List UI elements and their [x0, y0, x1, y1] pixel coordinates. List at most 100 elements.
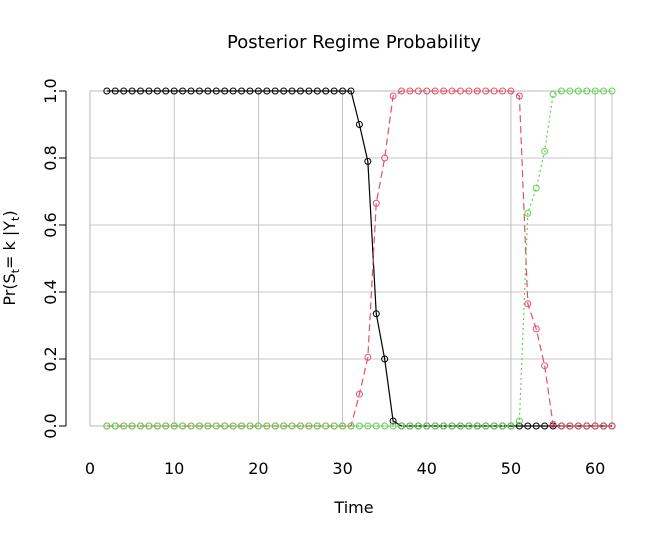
series-3-point	[515, 417, 523, 425]
y-tick-label: 0.2	[41, 346, 60, 371]
series-2-point	[456, 87, 464, 95]
series-2-point	[389, 92, 397, 100]
series-2-point	[591, 422, 599, 430]
series-3-point	[313, 422, 321, 430]
series-3-point	[490, 422, 498, 430]
series-1-point	[103, 87, 111, 95]
y-tick-label: 1.0	[41, 78, 60, 103]
series-1-point	[162, 87, 170, 95]
series-1-point	[221, 87, 229, 95]
x-tick-label: 60	[585, 459, 605, 478]
x-tick-label: 50	[501, 459, 521, 478]
series-3-point	[398, 422, 406, 430]
series-1-point	[541, 422, 549, 430]
series-3-point	[339, 422, 347, 430]
y-axis-label-sub2: t	[9, 216, 22, 221]
series-3-point	[195, 422, 203, 430]
series-1-point	[355, 121, 363, 128]
series-1-point	[238, 87, 246, 95]
series-1-point	[364, 157, 372, 165]
series-3-point	[532, 184, 540, 192]
grid	[89, 90, 613, 427]
series-3-point	[608, 87, 616, 95]
x-tick-label: 30	[332, 459, 352, 478]
series-1-point	[120, 87, 128, 95]
series-2-point	[473, 87, 481, 95]
series-3-point	[482, 422, 490, 430]
series-2-point	[398, 87, 406, 95]
series-2-point	[423, 87, 431, 95]
plot-frame	[89, 90, 613, 427]
series-2-point	[499, 87, 507, 95]
series-1-point	[288, 87, 296, 95]
series-1-line	[106, 90, 612, 427]
series-2-point	[541, 362, 549, 370]
series-3-point	[372, 422, 380, 430]
series-3-point	[330, 422, 338, 430]
series-3-point	[153, 422, 161, 430]
series-3-point	[557, 87, 565, 95]
series-2-point	[381, 154, 389, 162]
series-1-point	[195, 87, 203, 95]
series-2-point	[515, 92, 523, 100]
series-3-point	[473, 422, 481, 430]
series-3-point	[254, 422, 262, 430]
series-2-point	[532, 325, 540, 333]
series-1-point	[347, 87, 355, 95]
series-3-point	[456, 422, 464, 430]
series-3-point	[381, 422, 389, 430]
x-axis: 0 10 20 30 40 50 60	[85, 459, 605, 478]
series-3-point	[499, 422, 507, 430]
series-3-point	[431, 422, 439, 430]
series-2-line	[106, 90, 612, 427]
series-3-point	[221, 422, 229, 430]
series-1-point	[389, 417, 397, 425]
series-1-point	[254, 87, 262, 95]
series-1-point	[179, 87, 187, 95]
series-1-point	[271, 87, 279, 95]
series-2-point	[465, 87, 473, 95]
series-3-point	[238, 422, 246, 430]
series-1-point	[515, 422, 523, 430]
series-3-point	[229, 422, 237, 430]
series-1-point	[330, 87, 338, 95]
series-3-point	[364, 422, 372, 430]
series-3-point	[583, 87, 591, 95]
series-3	[103, 87, 616, 430]
series-1-point	[128, 87, 136, 95]
series-1-point	[263, 87, 271, 95]
x-axis-label: Time	[333, 498, 373, 517]
series-1-point	[246, 87, 254, 95]
series-2-point	[482, 87, 490, 95]
series-2-point	[507, 87, 515, 95]
series-3-point	[347, 422, 355, 430]
series-1-point	[381, 355, 389, 363]
series-3-point	[507, 422, 515, 430]
y-axis-label-mid: = k |Y	[0, 221, 19, 269]
series-1-point	[305, 87, 313, 95]
series-3-point	[440, 422, 448, 430]
series-3-point	[600, 87, 608, 95]
series-3-point	[574, 87, 582, 95]
series-3-point	[549, 90, 557, 98]
x-tick-label: 40	[417, 459, 437, 478]
series-1-point	[313, 87, 321, 95]
series-3-point	[128, 422, 136, 430]
series-1-point	[229, 87, 237, 95]
series-2-point	[583, 422, 591, 430]
series-3-point	[212, 422, 220, 430]
series-2-point	[372, 199, 380, 207]
x-tick-label: 20	[248, 459, 268, 478]
series-2	[103, 87, 616, 430]
series-2-point	[406, 87, 414, 95]
series-3-point	[541, 147, 549, 155]
series-2-point	[355, 390, 363, 398]
series-3-point	[355, 422, 363, 430]
series-2-point	[608, 422, 616, 430]
series-1-point	[145, 87, 153, 95]
series-3-point	[389, 422, 397, 430]
y-tick-label: 0.0	[41, 413, 60, 438]
series-3-point	[120, 422, 128, 430]
series-3-point	[322, 422, 330, 430]
